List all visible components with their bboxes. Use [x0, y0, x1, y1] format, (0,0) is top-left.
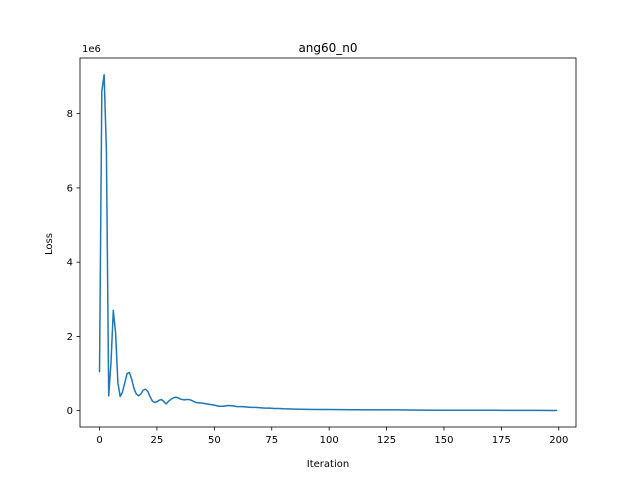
y-tick-label: 2: [67, 332, 73, 343]
y-tick-label: 4: [67, 258, 73, 269]
x-tick-label: 50: [208, 435, 221, 446]
y-tick-label: 8: [67, 109, 73, 120]
x-tick-label: 200: [549, 435, 568, 446]
x-tick-label: 100: [320, 435, 339, 446]
x-tick-label: 150: [434, 435, 453, 446]
y-axis-multiplier: 1e6: [82, 44, 101, 55]
plot-area-frame: [79, 57, 577, 428]
y-axis-label: Loss: [44, 233, 55, 255]
x-tick-label: 175: [492, 435, 511, 446]
loss-series-line: [98, 73, 558, 412]
y-tick-label: 6: [67, 183, 73, 194]
chart-title: ang60_n0: [298, 41, 357, 55]
axis-ticks: 0 25 50 75 100 125 150 175 200 0 2 4 6 8: [67, 109, 569, 446]
y-tick-label: 0: [67, 406, 73, 417]
x-tick-label: 125: [377, 435, 396, 446]
x-axis-label: Iteration: [307, 459, 349, 470]
x-tick-label: 25: [151, 435, 164, 446]
x-tick-label: 75: [265, 435, 278, 446]
x-tick-label: 0: [96, 435, 102, 446]
